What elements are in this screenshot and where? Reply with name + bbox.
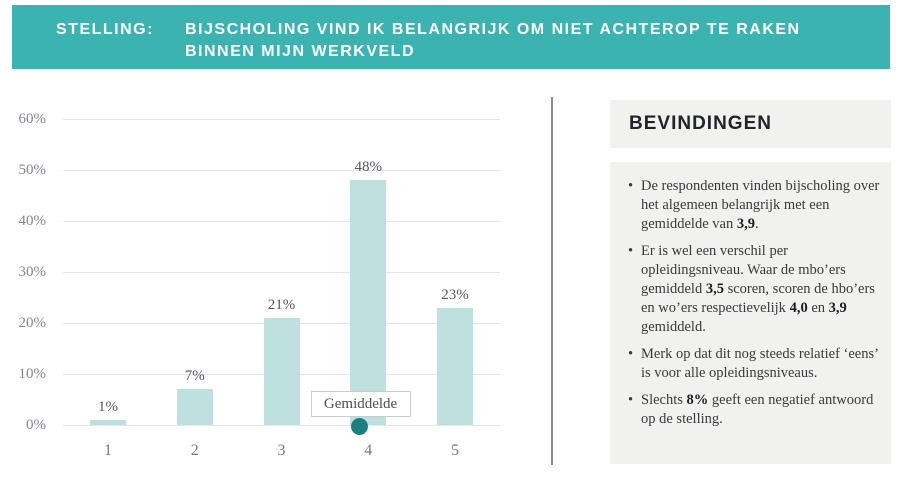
y-axis-tick-label: 50%: [18, 162, 47, 178]
y-axis-tick-label: 10%: [18, 366, 47, 382]
gridline: [63, 424, 500, 426]
bar: [350, 180, 387, 425]
findings-list: • De respondenten vinden bijscholing over…: [628, 177, 881, 429]
finding-item: • Merk op dat dit nog steeds relatief ‘ee…: [628, 346, 878, 381]
bullet-icon: •: [628, 178, 634, 194]
x-axis-tick-label: 3: [277, 442, 286, 459]
bullet-icon: •: [628, 243, 634, 259]
bullet-icon: •: [628, 392, 634, 408]
gridline: [63, 169, 500, 171]
statement-banner: STELLING: BIJSCHOLING VIND IK BELANGRIJK…: [12, 5, 890, 69]
statement-label: STELLING:: [56, 21, 154, 38]
statement-text: BIJSCHOLING VIND IK BELANGRIJK OM NIET A…: [185, 19, 801, 63]
x-axis-tick-label: 2: [190, 442, 199, 459]
mean-label: Gemiddelde: [310, 391, 411, 417]
findings-title: BEVINDINGEN: [629, 113, 772, 134]
bar: [176, 389, 213, 425]
bar-value-label: 21%: [267, 296, 296, 313]
finding-item: • De respondenten vinden bijscholing over…: [628, 178, 880, 232]
bar-chart: 0% 10% 20% 30% 40% 50% 60% 1% 1 7% 2 21% 3 48% 4 23% 5 Ge…: [0, 69, 560, 479]
findings-body: • De respondenten vinden bijscholing over…: [610, 162, 891, 464]
finding-item: • Slechts 8% geeft een negatief antwoord …: [628, 392, 874, 427]
bar: [90, 419, 126, 425]
finding-item: • Er is wel een verschil per opleidingsni…: [628, 243, 875, 335]
gridline: [63, 271, 500, 273]
bar: [437, 307, 473, 425]
mean-dot: [351, 418, 369, 435]
y-axis-tick-label: 60%: [18, 111, 47, 127]
bar-value-label: 7%: [184, 368, 205, 385]
findings-header: BEVINDINGEN: [610, 100, 891, 148]
bar-value-label: 48%: [354, 159, 383, 176]
bullet-icon: •: [628, 346, 634, 362]
bar-value-label: 23%: [441, 286, 469, 303]
x-axis-tick-label: 5: [451, 442, 459, 459]
bar: [263, 317, 300, 425]
x-axis-tick-label: 1: [104, 442, 112, 459]
gridline: [63, 118, 500, 120]
y-axis-tick-label: 40%: [18, 213, 47, 229]
gridline: [63, 220, 500, 222]
bar-value-label: 1%: [98, 398, 118, 415]
x-axis-tick-label: 4: [364, 442, 373, 459]
y-axis-tick-label: 30%: [18, 264, 47, 280]
statement-line-1: BIJSCHOLING VIND IK BELANGRIJK OM NIET A…: [185, 21, 801, 38]
y-axis-tick-label: 20%: [18, 315, 47, 331]
vertical-divider: [551, 97, 553, 465]
statement-line-2: BINNEN MIJN WERKVELD: [185, 43, 416, 60]
y-axis-tick-label: 0%: [26, 417, 46, 433]
